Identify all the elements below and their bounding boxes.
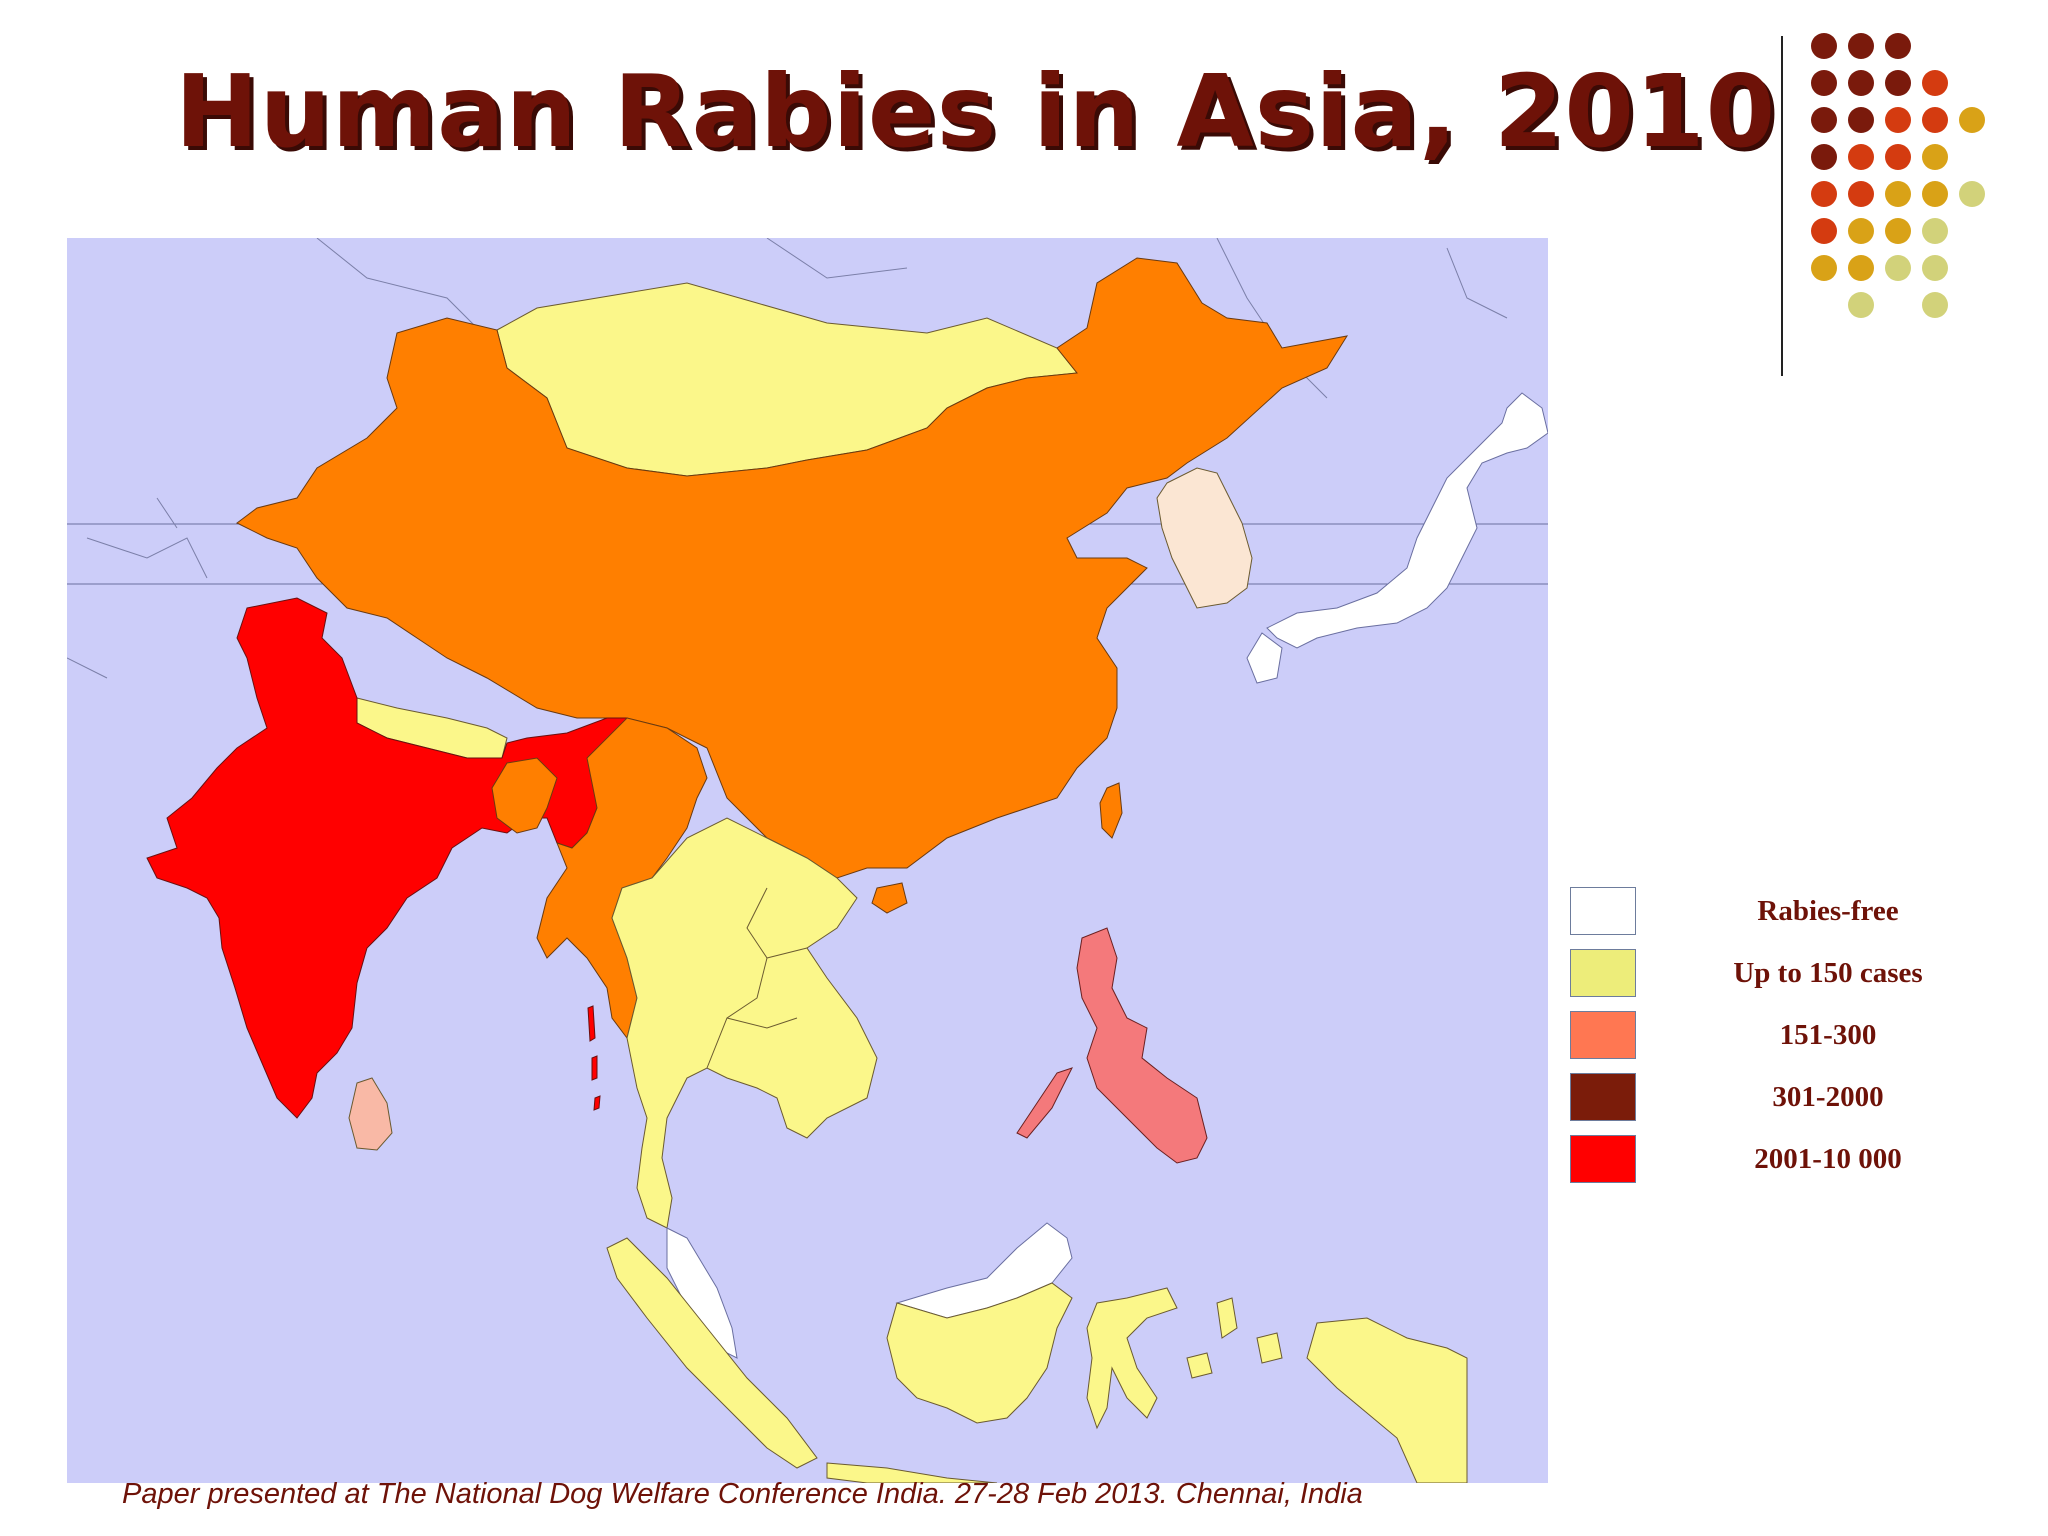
region-java [826,1462,998,1483]
region-philippines [1076,927,1208,1164]
legend-label: Rabies-free [1757,895,1899,927]
legend-item-151-300: 151-300 [1568,1009,2028,1061]
decorative-dot [1885,255,1911,281]
decorative-dot [1811,255,1837,281]
region-borneo-south [886,1282,1073,1424]
region-indochina [611,817,878,1229]
legend-label: Up to 150 cases [1733,957,1923,989]
region-japan [1266,392,1548,649]
indochina-internal-borders [706,887,808,1069]
decorative-dot [1811,181,1837,207]
legend-item-2001-10000: 2001-10 000 [1568,1133,2028,1185]
decorative-dot [1811,33,1837,59]
decorative-dot [1885,70,1911,96]
region-china [236,257,1349,879]
region-hainan [871,882,908,914]
decorative-dot-grid [1811,33,1985,318]
decorative-dot [1959,107,1985,133]
decorative-dot [1885,33,1911,59]
region-taiwan [1099,782,1123,839]
decorative-dot [1811,218,1837,244]
legend-label: 2001-10 000 [1754,1143,1902,1175]
region-korea [1156,467,1253,609]
legend-swatch [1570,1073,1636,1121]
decorative-dot [1922,292,1948,318]
decorative-dot [1922,255,1948,281]
map-legend: Rabies-free Up to 150 cases 151-300 301-… [1568,885,2028,1215]
legend-item-rabies-free: Rabies-free [1568,885,2028,937]
region-new-guinea [1306,1317,1468,1483]
decorative-dot [1959,181,1985,207]
region-japan-kyushu [1246,632,1283,684]
decorative-dot [1885,144,1911,170]
legend-label: 151-300 [1779,1019,1877,1051]
decorative-dot [1922,218,1948,244]
region-andaman-islands [587,1005,601,1111]
decorative-dot [1848,144,1874,170]
region-palawan [1016,1067,1073,1139]
asia-rabies-map [67,238,1548,1483]
legend-item-301-2000: 301-2000 [1568,1071,2028,1123]
decorative-dot [1848,218,1874,244]
decorative-dot [1848,181,1874,207]
legend-item-up-to-150: Up to 150 cases [1568,947,2028,999]
legend-swatch [1570,1135,1636,1183]
region-sri-lanka [348,1077,393,1151]
region-bangladesh [491,757,558,834]
region-moluccas [1186,1297,1283,1379]
decorative-dot [1885,218,1911,244]
legend-swatch [1570,949,1636,997]
legend-swatch [1570,1011,1636,1059]
decorative-dot [1811,107,1837,133]
source-caption: Paper presented at The National Dog Welf… [122,1478,1363,1510]
decorative-dot [1811,70,1837,96]
decorative-dot [1885,181,1911,207]
decorative-dot [1848,70,1874,96]
decorative-dot [1922,144,1948,170]
decorative-dot [1922,70,1948,96]
region-india [146,597,643,1119]
slide-title: Human Rabies in Asia, 2010 [175,53,1777,170]
region-sumatra [606,1237,818,1469]
decorative-dot [1848,107,1874,133]
decorative-dot [1848,292,1874,318]
decorative-dot [1922,181,1948,207]
decorative-divider [1781,36,1783,376]
region-sulawesi [1086,1287,1178,1430]
legend-swatch [1570,887,1636,935]
decorative-dot [1811,144,1837,170]
decorative-dot [1848,255,1874,281]
legend-label: 301-2000 [1772,1081,1884,1113]
decorative-dot [1922,107,1948,133]
decorative-dot [1848,33,1874,59]
decorative-dot [1885,107,1911,133]
